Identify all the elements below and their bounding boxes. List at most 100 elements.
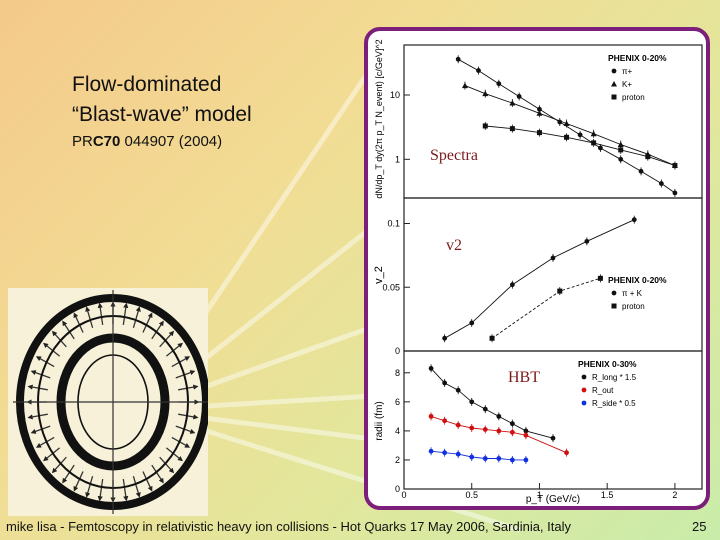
data-point	[496, 428, 502, 434]
legend-marker	[611, 81, 617, 87]
data-point	[496, 81, 502, 87]
data-point	[509, 457, 515, 463]
x-tick-label: 1	[537, 490, 542, 500]
data-point	[442, 450, 448, 456]
legend-label: π + K	[622, 289, 643, 298]
y-tick-label: 0	[395, 346, 400, 356]
flow-arrow	[97, 302, 104, 326]
data-point	[523, 432, 529, 438]
ref-rest: 044907 (2004)	[120, 133, 223, 150]
data-point	[564, 134, 570, 140]
legend-label: K+	[622, 80, 632, 89]
legend-label: R_side * 0.5	[592, 399, 636, 408]
data-point	[482, 90, 489, 97]
data-point	[557, 119, 563, 125]
y-tick-label: 1	[395, 154, 400, 164]
y-tick-label: 6	[395, 397, 400, 407]
data-point	[536, 110, 543, 116]
flow-arrow	[62, 464, 75, 484]
x-tick-label: 1.5	[601, 490, 614, 500]
ref-prefix: PR	[72, 133, 93, 150]
fit-curve	[491, 277, 601, 339]
data-point	[598, 145, 603, 151]
data-point	[550, 435, 556, 441]
fit-curve	[457, 58, 676, 194]
v2-ylabel: v_2	[373, 266, 385, 284]
data-point	[482, 123, 488, 129]
legend-marker	[581, 374, 587, 380]
y-tick-label: 0.1	[387, 219, 400, 229]
axis-ticks: 1 10 0 0.05 0.1 0 2 4 6 8 0 0.5 1 1.5 2	[382, 90, 677, 500]
data-point	[509, 429, 515, 435]
data-point	[469, 320, 475, 326]
data-point	[455, 56, 461, 62]
spectra-panel	[403, 44, 703, 199]
data-point	[590, 130, 597, 137]
hbt-panel	[403, 350, 703, 490]
data-point	[482, 456, 488, 461]
blast-wave-flow-diagram	[8, 288, 208, 516]
legend-marker	[611, 94, 617, 100]
legend-label: R_out	[592, 386, 614, 395]
legend-label: π+	[622, 67, 633, 76]
flow-arrow	[142, 471, 153, 492]
data-point	[428, 366, 434, 371]
data-point	[469, 454, 475, 460]
data-point	[442, 418, 448, 424]
data-point	[672, 190, 678, 196]
reference-citation: PRC70 044907 (2004)	[72, 133, 222, 150]
legend-marker	[611, 303, 617, 309]
y-tick-label: 4	[395, 426, 400, 436]
x-tick-label: 2	[672, 490, 677, 500]
data-point	[469, 399, 475, 405]
data-point	[523, 457, 529, 463]
flow-arrow	[85, 475, 94, 498]
x-tick-label: 0.5	[465, 490, 478, 500]
legend-marker	[611, 290, 617, 296]
data-point	[509, 421, 515, 427]
v2-annotation: v2	[446, 237, 462, 254]
slide-footer: mike lisa - Femtoscopy in relativistic h…	[6, 519, 571, 534]
phenix-plots: 1 10 0 0.05 0.1 0 2 4 6 8 0 0.5 1 1.5 2 PHENIX 0-20% π+…	[373, 39, 703, 505]
data-point	[509, 282, 515, 288]
slide-title: Flow-dominated “Blast-wave” model	[72, 70, 252, 130]
data-point	[557, 288, 563, 294]
legend-marker	[581, 387, 587, 393]
flow-arrow	[132, 306, 141, 329]
legend-label: proton	[622, 302, 645, 311]
panel-frames	[403, 44, 703, 490]
data-point	[618, 147, 624, 153]
spectra-ylabel: dN/dp_T dy(2π p_T N_event) [c/GeV]^2	[374, 39, 384, 198]
legend-title: PHENIX 0-30%	[578, 359, 637, 369]
data-point	[563, 120, 570, 127]
legend-label: proton	[622, 93, 645, 102]
y-tick-label: 2	[395, 455, 400, 465]
data-point	[482, 427, 488, 432]
data-point	[550, 255, 556, 261]
fit-curve	[444, 219, 635, 339]
data-point	[591, 140, 597, 146]
spectra-annotation: Spectra	[430, 147, 478, 164]
data-point	[597, 275, 603, 281]
data-point	[455, 451, 461, 457]
flow-arrow	[73, 471, 84, 492]
flow-arrow	[132, 475, 141, 498]
data-point	[455, 422, 461, 428]
y-tick-label: 0	[395, 484, 400, 494]
title-line-2: “Blast-wave” model	[72, 103, 252, 126]
data-point	[476, 68, 481, 73]
data-point	[496, 456, 502, 461]
hbt-annotation: HBT	[508, 369, 540, 386]
y-tick-label: 8	[395, 368, 400, 378]
legend-marker	[581, 400, 587, 406]
data-point	[584, 238, 590, 244]
y-tick-label: 10	[390, 90, 400, 100]
flow-arrow	[97, 478, 104, 502]
flow-arrow	[151, 320, 164, 340]
data-point	[496, 413, 502, 419]
y-tick-label: 0.05	[382, 282, 400, 292]
phenix-figure-frame: 1 10 0 0.05 0.1 0 2 4 6 8 0 0.5 1 1.5 2 PHENIX 0-20% π+…	[364, 27, 710, 510]
data-point	[645, 154, 651, 160]
flow-arrow	[122, 302, 129, 326]
data-point	[455, 387, 461, 393]
